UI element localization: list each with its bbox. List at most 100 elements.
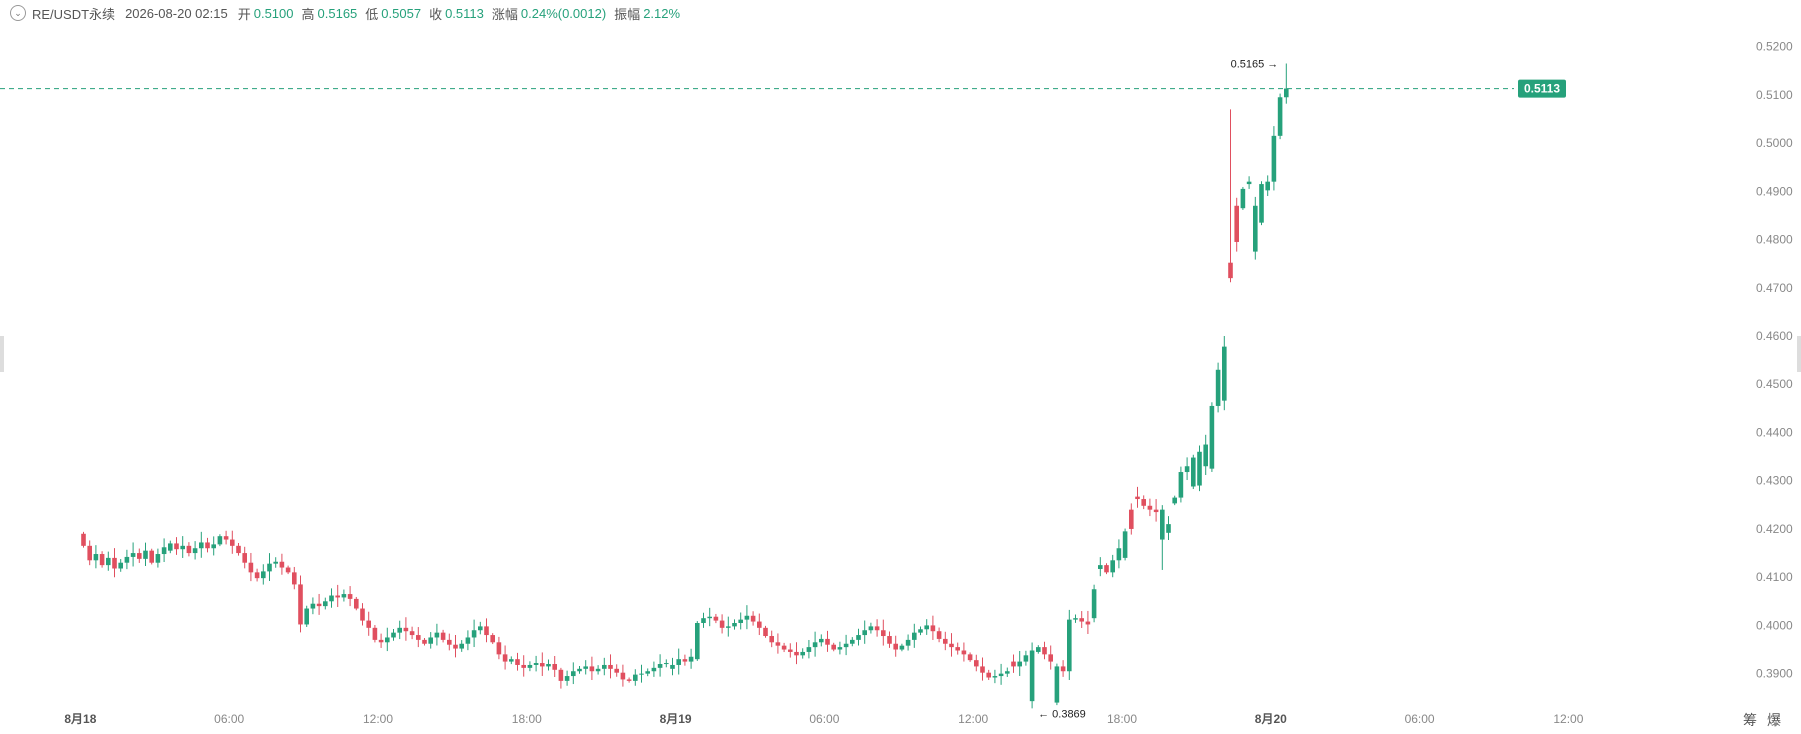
candle-body xyxy=(682,659,688,662)
time-tick-label: 06:00 xyxy=(214,712,244,726)
liquidation-icon[interactable]: 爆 xyxy=(1767,712,1791,728)
candle-body xyxy=(961,650,967,655)
candle-body xyxy=(564,676,570,681)
time-tick-label: 12:00 xyxy=(1553,712,1583,726)
candle-body xyxy=(831,644,836,650)
ohlc-header: ⌄ RE/USDT永续 2026-08-20 02:15 开 0.5100 高 … xyxy=(10,4,688,22)
candle-body xyxy=(112,557,117,569)
candle-body xyxy=(738,619,743,624)
candle-body xyxy=(1116,548,1122,561)
candle-body xyxy=(1017,661,1022,667)
candle-body xyxy=(422,639,427,644)
candle-body xyxy=(1141,499,1146,506)
candle-body xyxy=(949,643,954,648)
candle-body xyxy=(186,545,192,554)
candle-body xyxy=(701,618,706,624)
candle-body xyxy=(1054,666,1060,703)
candle-body xyxy=(254,572,260,579)
candle-body xyxy=(385,637,390,643)
candle-body xyxy=(651,667,657,672)
candle-body xyxy=(868,626,874,631)
candle-body xyxy=(967,654,973,661)
candle-body xyxy=(825,638,830,645)
candle-body xyxy=(1240,188,1246,209)
candle-body xyxy=(1209,405,1215,469)
candle-body xyxy=(806,647,812,652)
candle-body xyxy=(912,632,917,640)
candle-body xyxy=(242,553,247,563)
candle-body xyxy=(515,659,520,665)
candle-body xyxy=(1153,509,1159,513)
candle-body xyxy=(626,679,632,681)
candle-body xyxy=(974,660,979,667)
price-tick-label: 0.4000 xyxy=(1756,618,1793,632)
candle-body xyxy=(236,545,241,554)
left-panel-handle[interactable] xyxy=(0,336,4,372)
right-panel-handle[interactable] xyxy=(1797,336,1801,372)
candle-body xyxy=(707,616,712,619)
candle-body xyxy=(478,626,483,631)
candle-body xyxy=(775,642,781,646)
price-tick-label: 0.5100 xyxy=(1756,88,1793,102)
candle-body xyxy=(887,636,892,644)
candle-body xyxy=(713,616,719,621)
candle-body xyxy=(1085,621,1091,625)
price-tick-label: 0.4500 xyxy=(1756,377,1793,391)
candle-body xyxy=(360,608,365,621)
price-tick-label: 0.3900 xyxy=(1756,667,1793,681)
candle-body xyxy=(819,638,824,643)
candle-body xyxy=(347,594,353,599)
candle-body xyxy=(843,643,849,648)
candle-body xyxy=(310,603,316,609)
candle-body xyxy=(366,620,371,628)
candle-body xyxy=(763,627,768,637)
candle-body xyxy=(279,561,285,568)
candle-body xyxy=(1178,472,1184,498)
candle-body xyxy=(155,554,161,563)
candle-body xyxy=(1023,655,1029,662)
candle-body xyxy=(285,567,291,573)
candle-body xyxy=(602,664,607,669)
candle-body xyxy=(1228,262,1233,279)
candle-body xyxy=(930,625,936,632)
candle-body xyxy=(1160,509,1165,540)
candle-body xyxy=(1259,184,1264,223)
candle-body xyxy=(199,542,204,549)
candle-body xyxy=(267,563,272,572)
candle-body xyxy=(719,620,725,628)
candle-body xyxy=(1098,565,1103,569)
candle-body xyxy=(1079,618,1084,622)
candle-body xyxy=(1147,505,1153,510)
candle-body xyxy=(137,553,142,559)
candle-body xyxy=(428,637,433,644)
footer-tools: 筹爆 xyxy=(1743,710,1791,730)
candle-body xyxy=(149,550,154,563)
chip-distribution-icon[interactable]: 筹 xyxy=(1743,712,1767,728)
candle-body xyxy=(757,621,762,628)
time-tick-label: 8月18 xyxy=(64,712,96,726)
candle-body xyxy=(1234,205,1239,242)
candle-body xyxy=(769,636,774,643)
candle-body xyxy=(862,630,867,636)
candle-body xyxy=(794,651,799,656)
candle-body xyxy=(936,631,942,639)
candle-body xyxy=(1246,181,1252,185)
time-tick-label: 12:00 xyxy=(958,712,988,726)
high-label: 高 xyxy=(301,6,315,22)
candle-body xyxy=(81,533,86,546)
candle-body xyxy=(223,536,229,540)
chevron-down-icon[interactable]: ⌄ xyxy=(10,5,26,21)
price-tick-label: 0.4600 xyxy=(1756,329,1793,343)
candle-body xyxy=(781,645,787,650)
candle-body xyxy=(1284,88,1289,98)
candle-body xyxy=(558,669,564,681)
close-label: 收 xyxy=(429,6,443,22)
candle-body xyxy=(1011,661,1016,667)
candle-body xyxy=(465,637,471,644)
candle-body xyxy=(998,673,1004,677)
candle-body xyxy=(1172,497,1177,504)
candle-body xyxy=(639,673,644,675)
low-label: 低 xyxy=(365,6,379,22)
open-label: 开 xyxy=(237,6,251,22)
